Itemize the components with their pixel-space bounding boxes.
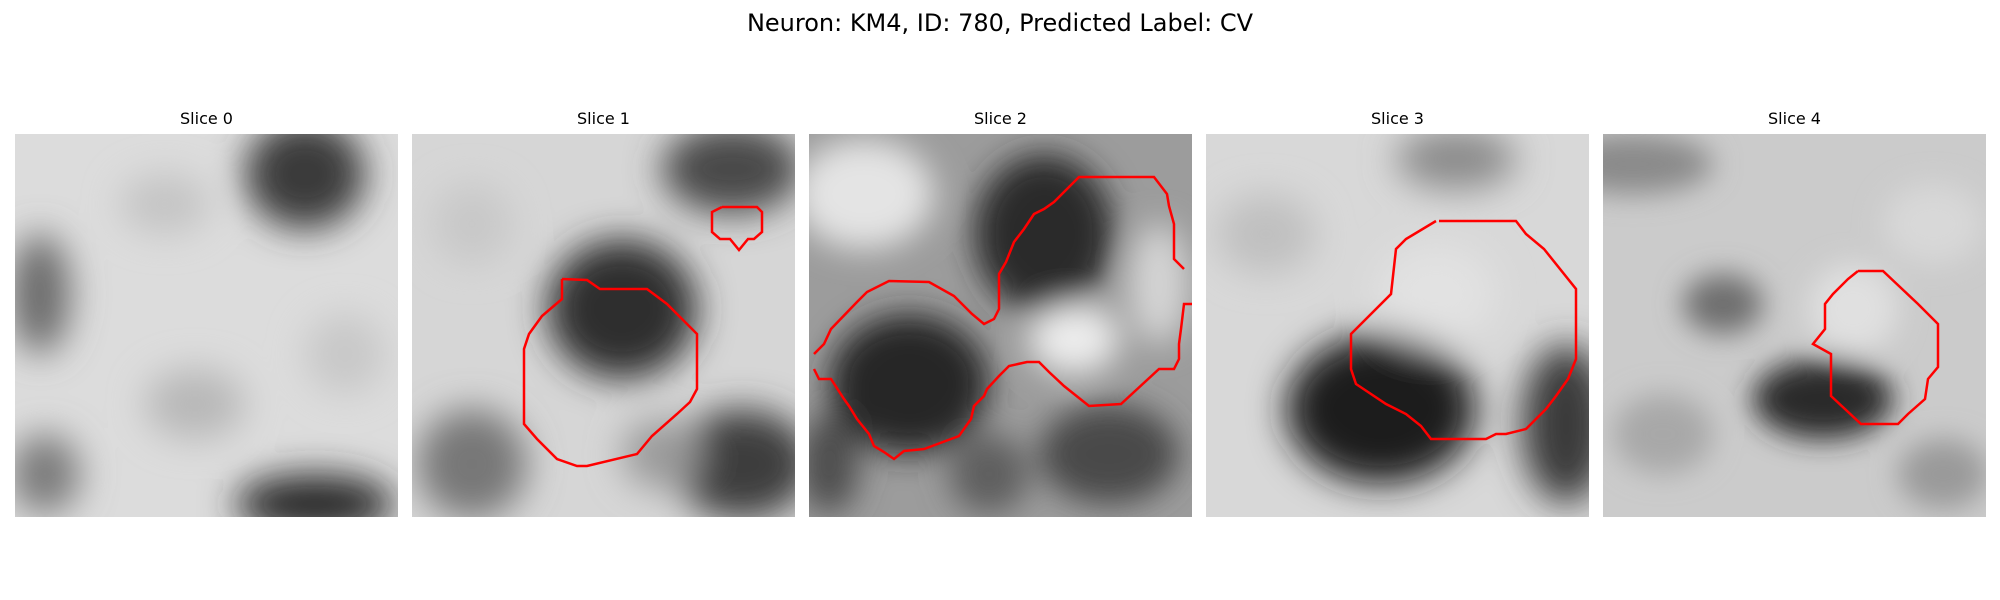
slice-panel-3: Slice 3 — [1206, 0, 1589, 600]
contour-2a — [813, 175, 1185, 355]
contour-1b — [710, 205, 764, 252]
contour-4 — [1811, 269, 1940, 426]
slice-panel-2: Slice 2 — [809, 0, 1192, 600]
slice-image-2 — [809, 134, 1192, 517]
slice-image-3 — [1206, 134, 1589, 517]
contour-1a — [522, 277, 699, 468]
slice-title-1: Slice 1 — [577, 109, 630, 128]
figure-title: Neuron: KM4, ID: 780, Predicted Label: C… — [746, 9, 1254, 37]
slice-title-3: Slice 3 — [1371, 109, 1424, 128]
slice-title-4: Slice 4 — [1768, 109, 1821, 128]
slice-panel-0: Slice 0 — [15, 0, 398, 600]
slice-title-2: Slice 2 — [974, 109, 1027, 128]
slice-panel-4: Slice 4 — [1603, 0, 1986, 600]
slice-image-0 — [15, 134, 398, 517]
contour-2b — [812, 302, 1192, 461]
slice-image-4 — [1603, 134, 1986, 517]
slice-image-1 — [412, 134, 795, 517]
slice-panel-1: Slice 1 — [412, 0, 795, 600]
contour-3 — [1349, 219, 1578, 441]
slice-title-0: Slice 0 — [180, 109, 233, 128]
